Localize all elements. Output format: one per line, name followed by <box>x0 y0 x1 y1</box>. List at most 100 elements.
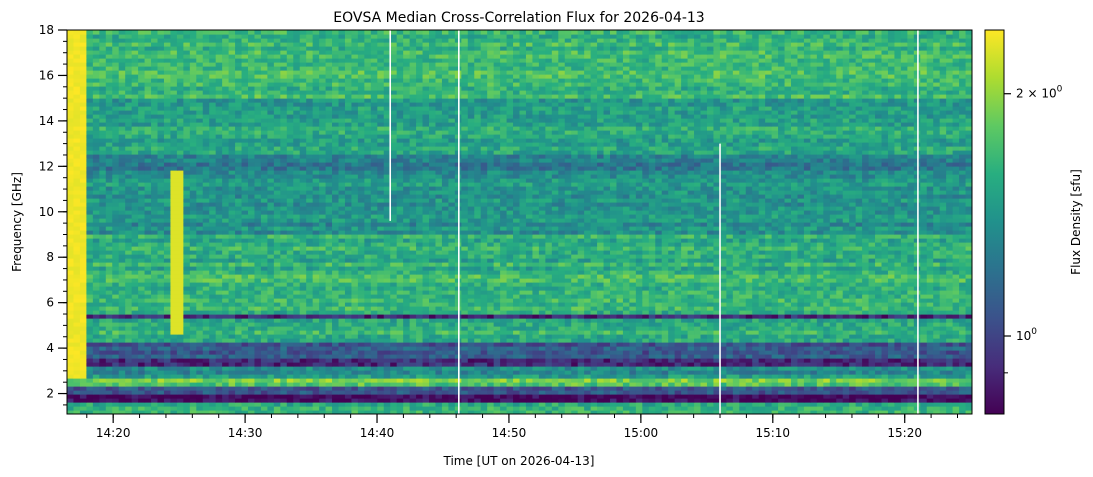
spectrum-cell <box>299 390 307 395</box>
spectrum-cell <box>241 362 249 367</box>
spectrum-cell <box>493 402 501 407</box>
spectrum-cell <box>396 402 404 407</box>
spectrum-cell <box>823 394 831 399</box>
spectrum-cell <box>416 398 424 403</box>
spectrum-cell <box>926 298 934 303</box>
spectrum-cell <box>222 334 230 339</box>
spectrum-cell <box>118 322 126 327</box>
spectrum-cell <box>403 270 411 275</box>
spectrum-cell <box>635 318 643 323</box>
spectrum-cell <box>364 330 372 335</box>
spectrum-cell <box>603 402 611 407</box>
spectrum-cell <box>105 314 113 319</box>
spectrum-cell <box>67 402 75 407</box>
spectrum-cell <box>487 310 495 315</box>
spectrum-cell <box>939 366 947 371</box>
spectrum-cell <box>920 346 928 351</box>
spectrum-cell <box>900 338 908 343</box>
spectrum-cell <box>370 282 378 287</box>
spectrum-cell <box>713 406 721 411</box>
spectrum-cell <box>351 298 359 303</box>
spectrum-cell <box>797 382 805 387</box>
spectrum-cell <box>558 298 566 303</box>
spectrum-cell <box>862 374 870 379</box>
spectrum-cell <box>441 306 449 311</box>
spectrum-cell <box>713 298 721 303</box>
spectrum-cell <box>739 342 747 347</box>
spectrum-cell <box>622 362 630 367</box>
spectrum-cell <box>422 410 430 414</box>
spectrum-cell <box>215 286 223 291</box>
spectrum-cell <box>299 286 307 291</box>
spectrum-cell <box>222 370 230 375</box>
spectrum-cell <box>668 354 676 359</box>
spectrum-cell <box>926 390 934 395</box>
spectrum-cell <box>248 302 256 307</box>
spectrum-cell <box>797 346 805 351</box>
spectrum-cell <box>739 294 747 299</box>
spectrum-cell <box>112 378 120 383</box>
spectrum-cell <box>577 386 585 391</box>
spectrum-cell <box>894 350 902 355</box>
spectrum-cell <box>900 394 908 399</box>
spectrum-cell <box>875 358 883 363</box>
spectrum-cell <box>364 398 372 403</box>
spectrum-cell <box>629 406 637 411</box>
spectrum-cell <box>706 338 715 343</box>
spectrum-cell <box>235 374 243 379</box>
spectrum-cell <box>338 410 346 414</box>
spectrum-cell <box>926 274 934 279</box>
spectrum-cell <box>959 294 967 299</box>
spectrum-cell <box>215 278 223 283</box>
spectrum-cell <box>299 366 307 371</box>
spectrum-cell <box>532 402 540 407</box>
spectrum-cell <box>965 314 972 319</box>
spectrum-cell <box>551 278 559 283</box>
spectrum-cell <box>584 294 592 299</box>
spectrum-cell <box>810 390 818 395</box>
spectrum-cell <box>681 386 689 391</box>
spectrum-cell <box>952 394 960 399</box>
spectrum-cell <box>564 330 572 335</box>
spectrum-cell <box>461 362 469 367</box>
spectrum-cell <box>86 346 94 351</box>
spectrum-cell <box>390 314 398 319</box>
spectrum-cell <box>86 394 94 399</box>
spectrum-cell <box>493 350 501 355</box>
spectrum-cell <box>855 358 863 363</box>
spectrum-cell <box>855 298 863 303</box>
spectrum-cell <box>344 346 353 351</box>
spectrum-cell <box>183 290 191 295</box>
spectrum-cell <box>176 318 184 323</box>
spectrum-cell <box>668 402 676 407</box>
spectrum-cell <box>700 318 708 323</box>
spectrum-cell <box>771 342 779 347</box>
spectrum-cell <box>745 342 753 347</box>
spectrum-cell <box>163 270 172 275</box>
spectrum-cell <box>506 310 514 315</box>
spectrum-cell <box>603 318 611 323</box>
spectrum-cell <box>383 402 391 407</box>
spectrum-cell <box>138 322 146 327</box>
spectrum-cell <box>467 270 475 275</box>
spectrum-cell <box>829 322 837 327</box>
spectrum-cell <box>151 298 159 303</box>
spectrum-cell <box>959 366 967 371</box>
spectrum-cell <box>299 354 307 359</box>
spectrum-cell <box>280 358 288 363</box>
spectrum-cell <box>319 402 327 407</box>
spectrum-cell <box>881 294 889 299</box>
spectrum-cell <box>435 314 443 319</box>
spectrum-cell <box>648 398 656 403</box>
spectrum-cell <box>215 366 223 371</box>
spectrum-cell <box>719 282 727 287</box>
spectrum-cell <box>668 306 676 311</box>
spectrum-cell <box>500 314 508 319</box>
spectrum-cell <box>894 342 902 347</box>
spectrum-cell <box>435 310 443 315</box>
spectrum-cell <box>603 338 611 343</box>
spectrum-cell <box>383 362 391 367</box>
spectrum-cell <box>597 366 605 371</box>
spectrum-cell <box>267 310 275 315</box>
spectrum-cell <box>260 390 268 395</box>
